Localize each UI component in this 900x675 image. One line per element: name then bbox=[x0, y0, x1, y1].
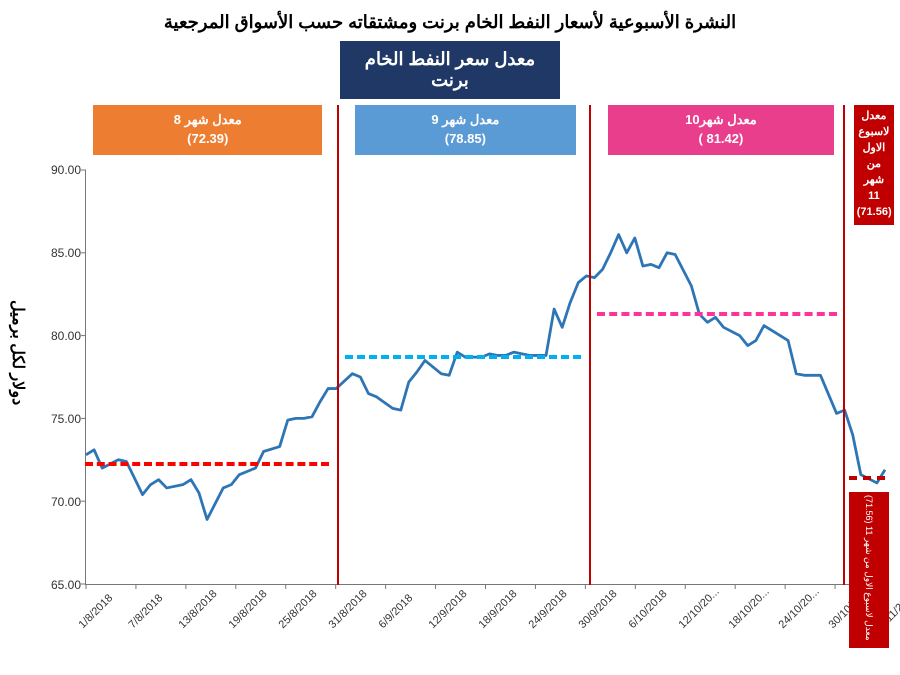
y-axis-title: دولار لكل برميل bbox=[8, 300, 27, 405]
period-divider bbox=[589, 105, 591, 585]
chart-title: معدل سعر النفط الخام برنت bbox=[340, 41, 560, 99]
x-tick: 7/8/2018 bbox=[127, 592, 166, 631]
period-divider bbox=[843, 105, 845, 585]
period-label: معدل شهر10( 81.42) bbox=[608, 105, 833, 155]
y-tick: 70.00 bbox=[51, 495, 81, 509]
period-labels: معدل شهر 8(72.39) معدل شهر 9(78.85) معدل ش… bbox=[85, 105, 890, 165]
x-tick: 18/9/2018 bbox=[477, 588, 520, 631]
x-tick: 30/9/2018 bbox=[577, 588, 620, 631]
avg-line bbox=[85, 462, 329, 466]
page-title: النشرة الأسبوعية لأسعار النفط الخام برنت… bbox=[0, 0, 900, 41]
avg-line bbox=[345, 355, 581, 359]
x-tick: 6/9/2018 bbox=[377, 592, 416, 631]
x-tick: 12/10/20... bbox=[677, 586, 722, 631]
x-tick: 18/10/20... bbox=[727, 586, 772, 631]
period-label: معدل شهر 8(72.39) bbox=[93, 105, 322, 155]
x-tick: 24/10/20... bbox=[777, 586, 822, 631]
y-tick: 75.00 bbox=[51, 412, 81, 426]
annotation-box: معدل لاسبوع الاول من شهر 11 (71.56) bbox=[849, 492, 889, 648]
period-label: معدل شهر 9(78.85) bbox=[355, 105, 576, 155]
chart-svg bbox=[86, 170, 885, 584]
x-tick: 25/8/2018 bbox=[277, 588, 320, 631]
chart-plot-area bbox=[85, 170, 885, 585]
x-tick: 13/8/2018 bbox=[177, 588, 220, 631]
x-tick: 6/10/2018 bbox=[627, 588, 670, 631]
price-line bbox=[86, 235, 885, 520]
x-tick: 1/8/2018 bbox=[77, 592, 116, 631]
period-divider bbox=[337, 105, 339, 585]
y-tick: 80.00 bbox=[51, 329, 81, 343]
x-tick: 12/9/2018 bbox=[427, 588, 470, 631]
y-tick: 90.00 bbox=[51, 163, 81, 177]
x-tick: 19/8/2018 bbox=[227, 588, 270, 631]
y-axis-ticks: 65.0070.0075.0080.0085.0090.00 bbox=[45, 170, 85, 585]
y-tick: 85.00 bbox=[51, 246, 81, 260]
avg-line bbox=[849, 476, 885, 480]
avg-line bbox=[597, 312, 837, 316]
x-tick: 31/8/2018 bbox=[327, 588, 370, 631]
x-axis-ticks: 1/8/20187/8/201813/8/201819/8/201825/8/2… bbox=[85, 587, 885, 665]
x-tick: 24/9/2018 bbox=[527, 588, 570, 631]
y-tick: 65.00 bbox=[51, 578, 81, 592]
